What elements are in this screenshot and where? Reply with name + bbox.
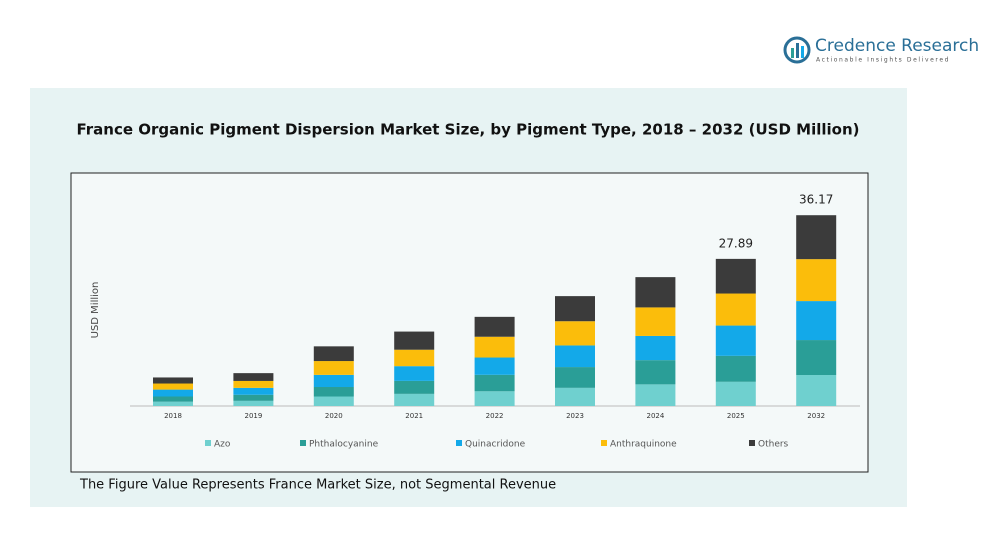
bar-segment bbox=[474, 374, 515, 392]
bar-segment bbox=[233, 380, 274, 388]
bar-segment bbox=[313, 346, 354, 362]
bar-segment bbox=[153, 401, 193, 406]
logo-icon bbox=[791, 48, 794, 58]
bar-segment bbox=[233, 373, 274, 381]
bar-segment bbox=[233, 400, 274, 406]
bar-segment bbox=[796, 340, 837, 376]
bar-segment bbox=[394, 349, 435, 367]
logo-icon bbox=[796, 43, 799, 58]
bar-segment bbox=[796, 375, 837, 406]
total-label: 27.89 bbox=[719, 236, 753, 250]
logo-icon bbox=[783, 36, 811, 64]
bar-segment bbox=[153, 383, 193, 390]
tagline: Actionable Insights Delivered bbox=[816, 57, 950, 64]
legend-swatch bbox=[749, 440, 755, 446]
bar-segment bbox=[715, 355, 756, 382]
bar-segment bbox=[474, 316, 515, 337]
x-tick-label: 2025 bbox=[727, 412, 745, 420]
bar-segment bbox=[233, 387, 274, 395]
bar-segment bbox=[715, 293, 756, 326]
bar-segment bbox=[715, 381, 756, 406]
chart-title: France Organic Pigment Dispersion Market… bbox=[77, 121, 860, 139]
x-tick-label: 2022 bbox=[486, 412, 504, 420]
bar-segment bbox=[233, 394, 274, 401]
bar-segment bbox=[715, 325, 756, 356]
legend-swatch bbox=[300, 440, 306, 446]
bar-segment bbox=[394, 366, 435, 381]
legend-label: Anthraquinone bbox=[610, 440, 677, 450]
bar-segment bbox=[555, 345, 595, 368]
x-tick-label: 2020 bbox=[325, 412, 343, 420]
bar-segment bbox=[153, 389, 193, 397]
total-label: 36.17 bbox=[799, 193, 833, 207]
bar-segment bbox=[153, 377, 193, 384]
bar-segment bbox=[394, 331, 435, 350]
legend-label: Azo bbox=[214, 440, 231, 450]
bar-segment bbox=[394, 393, 435, 406]
legend-swatch bbox=[601, 440, 607, 446]
bar-segment bbox=[635, 360, 676, 385]
bar-segment bbox=[313, 396, 354, 406]
bar-segment bbox=[635, 335, 676, 361]
x-tick-label: 2021 bbox=[405, 412, 423, 420]
logo: Credence Research Actionable Insights De… bbox=[783, 36, 979, 64]
x-tick-label: 2023 bbox=[566, 412, 584, 420]
y-axis-label: USD Million bbox=[90, 282, 101, 339]
legend-swatch bbox=[205, 440, 211, 446]
bar-segment bbox=[555, 321, 595, 346]
brand: Credence Research bbox=[815, 36, 979, 56]
bar-segment bbox=[555, 367, 595, 388]
bar-segment bbox=[394, 380, 435, 394]
legend-swatch bbox=[456, 440, 462, 446]
bar-segment bbox=[635, 307, 676, 336]
bar-segment bbox=[796, 215, 837, 260]
footnote: The Figure Value Represents France Marke… bbox=[79, 478, 556, 493]
bar-segment bbox=[635, 384, 676, 406]
bar-segment bbox=[313, 374, 354, 388]
logo-icon bbox=[801, 46, 804, 58]
bar-segment bbox=[474, 391, 515, 406]
legend-label: Quinacridone bbox=[465, 440, 526, 450]
bar-segment bbox=[635, 277, 676, 308]
bar-segment bbox=[796, 301, 837, 341]
x-tick-label: 2024 bbox=[646, 412, 664, 420]
bar-segment bbox=[153, 396, 193, 402]
legend-label: Phthalocyanine bbox=[309, 440, 379, 450]
bar-segment bbox=[555, 387, 595, 406]
x-tick-label: 2018 bbox=[164, 412, 182, 420]
x-tick-label: 2019 bbox=[244, 412, 262, 420]
bar-segment bbox=[474, 336, 515, 358]
bar-segment bbox=[796, 259, 837, 302]
legend-label: Others bbox=[758, 440, 789, 450]
bar-segment bbox=[555, 296, 595, 322]
bar-segment bbox=[474, 357, 515, 375]
bar-segment bbox=[313, 387, 354, 397]
bar-segment bbox=[313, 361, 354, 375]
bar-segment bbox=[715, 258, 756, 294]
x-tick-label: 2032 bbox=[807, 412, 825, 420]
